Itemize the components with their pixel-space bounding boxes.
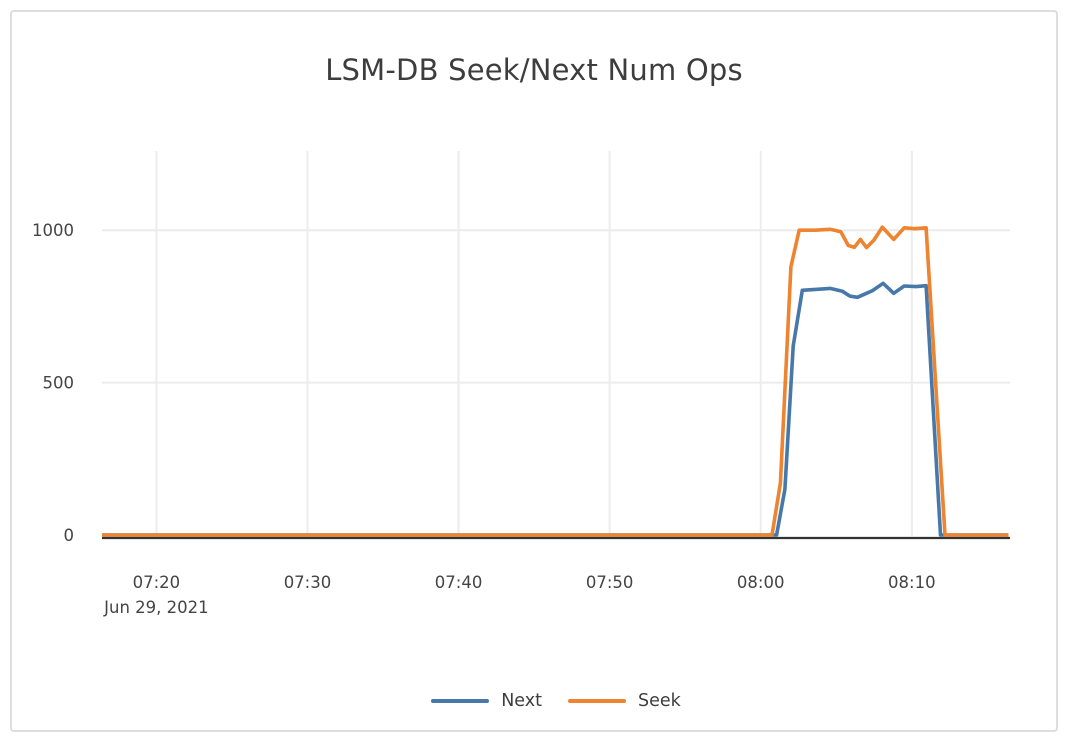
y-tick-label: 1000 [32,221,74,240]
legend: Next Seek [102,685,1010,717]
x-tick-label: 08:00 [737,573,785,592]
chart-card [10,10,1058,732]
x-date-label: Jun 29, 2021 [103,598,209,617]
legend-swatch-seek [568,698,626,704]
x-tick-label: 07:20 [133,573,181,592]
x-tick-label: 07:50 [586,573,634,592]
x-tick-label: 07:30 [284,573,332,592]
series-line-seek[interactable] [102,225,1009,537]
series-line-next[interactable] [102,281,1009,537]
legend-swatch-next [431,698,490,704]
legend-item-next[interactable]: Next [431,691,542,711]
x-tick-label: 07:40 [435,573,483,592]
chart-title: LSM-DB Seek/Next Num Ops [325,53,743,87]
legend-item-seek[interactable]: Seek [568,691,681,711]
y-tick-label: 500 [43,374,75,393]
legend-label: Seek [638,691,681,711]
x-tick-label: 08:10 [888,573,936,592]
y-tick-label: 0 [64,526,75,545]
legend-label: Next [501,691,542,711]
